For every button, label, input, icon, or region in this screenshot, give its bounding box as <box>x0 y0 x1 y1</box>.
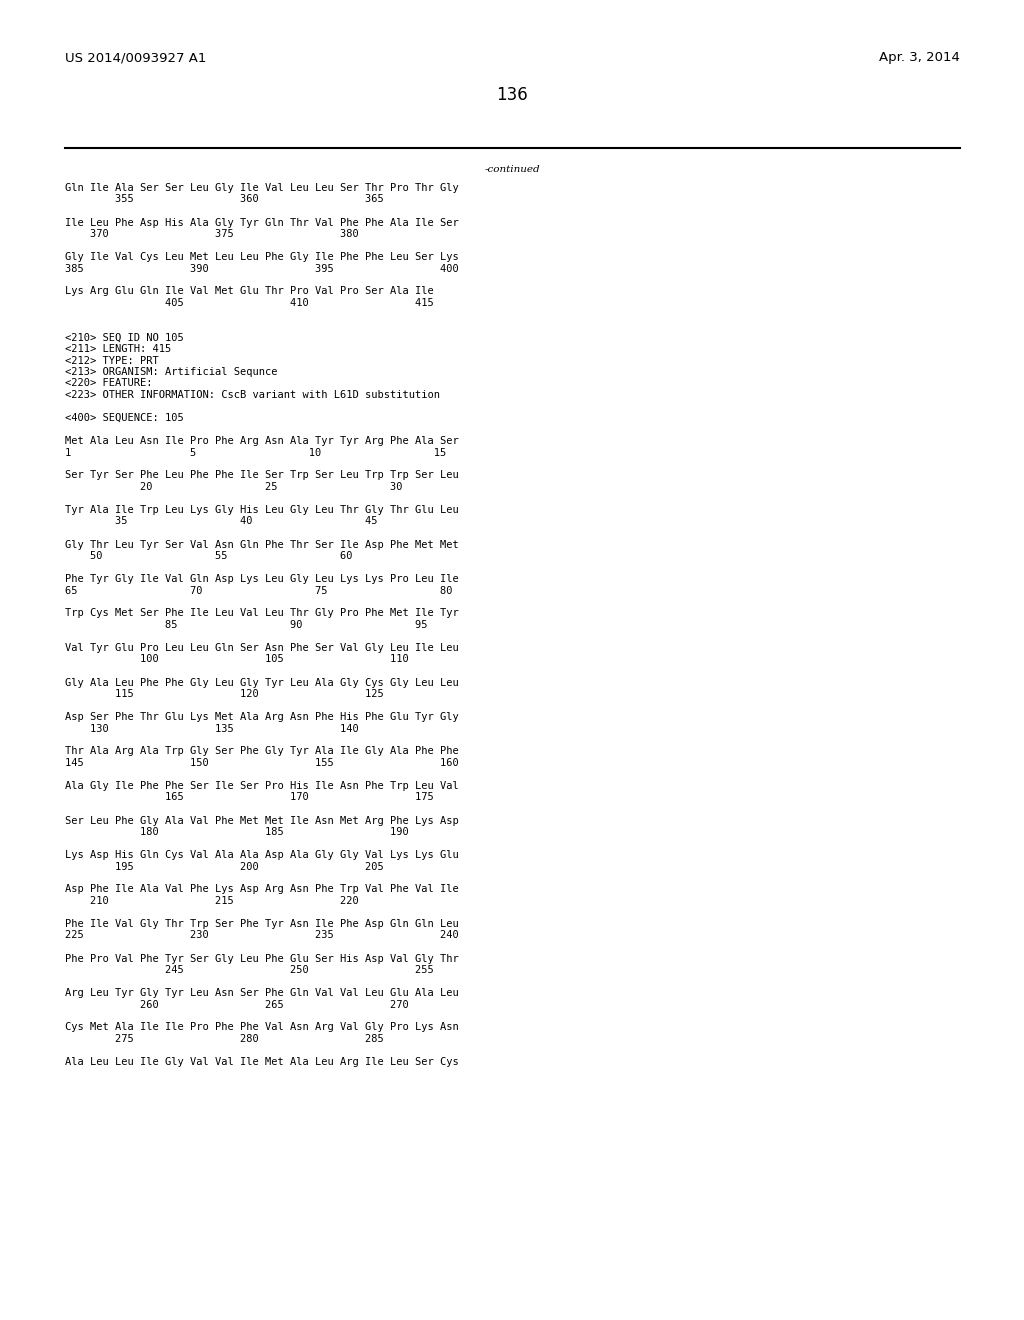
Text: 145                 150                 155                 160: 145 150 155 160 <box>65 758 459 768</box>
Text: <223> OTHER INFORMATION: CscB variant with L61D substitution: <223> OTHER INFORMATION: CscB variant wi… <box>65 389 440 400</box>
Text: Ala Gly Ile Phe Phe Ser Ile Ser Pro His Ile Asn Phe Trp Leu Val: Ala Gly Ile Phe Phe Ser Ile Ser Pro His … <box>65 781 459 791</box>
Text: Arg Leu Tyr Gly Tyr Leu Asn Ser Phe Gln Val Val Leu Glu Ala Leu: Arg Leu Tyr Gly Tyr Leu Asn Ser Phe Gln … <box>65 987 459 998</box>
Text: 245                 250                 255: 245 250 255 <box>65 965 434 975</box>
Text: 35                  40                  45: 35 40 45 <box>65 516 378 527</box>
Text: Gly Ala Leu Phe Phe Gly Leu Gly Tyr Leu Ala Gly Cys Gly Leu Leu: Gly Ala Leu Phe Phe Gly Leu Gly Tyr Leu … <box>65 677 459 688</box>
Text: 165                 170                 175: 165 170 175 <box>65 792 434 803</box>
Text: Asp Phe Ile Ala Val Phe Lys Asp Arg Asn Phe Trp Val Phe Val Ile: Asp Phe Ile Ala Val Phe Lys Asp Arg Asn … <box>65 884 459 895</box>
Text: <210> SEQ ID NO 105: <210> SEQ ID NO 105 <box>65 333 183 342</box>
Text: 370                 375                 380: 370 375 380 <box>65 228 358 239</box>
Text: -continued: -continued <box>484 165 540 174</box>
Text: <213> ORGANISM: Artificial Sequnce: <213> ORGANISM: Artificial Sequnce <box>65 367 278 378</box>
Text: 210                 215                 220: 210 215 220 <box>65 896 358 906</box>
Text: 180                 185                 190: 180 185 190 <box>65 828 409 837</box>
Text: 195                 200                 205: 195 200 205 <box>65 862 384 871</box>
Text: 405                 410                 415: 405 410 415 <box>65 298 434 308</box>
Text: 355                 360                 365: 355 360 365 <box>65 194 384 205</box>
Text: 115                 120                 125: 115 120 125 <box>65 689 384 700</box>
Text: 130                 135                 140: 130 135 140 <box>65 723 358 734</box>
Text: Apr. 3, 2014: Apr. 3, 2014 <box>880 51 961 65</box>
Text: 260                 265                 270: 260 265 270 <box>65 999 409 1010</box>
Text: <212> TYPE: PRT: <212> TYPE: PRT <box>65 355 159 366</box>
Text: Ala Leu Leu Ile Gly Val Val Ile Met Ala Leu Arg Ile Leu Ser Cys: Ala Leu Leu Ile Gly Val Val Ile Met Ala … <box>65 1057 459 1067</box>
Text: Tyr Ala Ile Trp Leu Lys Gly His Leu Gly Leu Thr Gly Thr Glu Leu: Tyr Ala Ile Trp Leu Lys Gly His Leu Gly … <box>65 506 459 515</box>
Text: 50                  55                  60: 50 55 60 <box>65 550 352 561</box>
Text: US 2014/0093927 A1: US 2014/0093927 A1 <box>65 51 207 65</box>
Text: Met Ala Leu Asn Ile Pro Phe Arg Asn Ala Tyr Tyr Arg Phe Ala Ser: Met Ala Leu Asn Ile Pro Phe Arg Asn Ala … <box>65 436 459 446</box>
Text: Gly Thr Leu Tyr Ser Val Asn Gln Phe Thr Ser Ile Asp Phe Met Met: Gly Thr Leu Tyr Ser Val Asn Gln Phe Thr … <box>65 540 459 549</box>
Text: Phe Tyr Gly Ile Val Gln Asp Lys Leu Gly Leu Lys Lys Pro Leu Ile: Phe Tyr Gly Ile Val Gln Asp Lys Leu Gly … <box>65 574 459 583</box>
Text: Ile Leu Phe Asp His Ala Gly Tyr Gln Thr Val Phe Phe Ala Ile Ser: Ile Leu Phe Asp His Ala Gly Tyr Gln Thr … <box>65 218 459 227</box>
Text: 385                 390                 395                 400: 385 390 395 400 <box>65 264 459 273</box>
Text: Lys Arg Glu Gln Ile Val Met Glu Thr Pro Val Pro Ser Ala Ile: Lys Arg Glu Gln Ile Val Met Glu Thr Pro … <box>65 286 434 297</box>
Text: Val Tyr Glu Pro Leu Leu Gln Ser Asn Phe Ser Val Gly Leu Ile Leu: Val Tyr Glu Pro Leu Leu Gln Ser Asn Phe … <box>65 643 459 653</box>
Text: 85                  90                  95: 85 90 95 <box>65 620 427 630</box>
Text: Gly Ile Val Cys Leu Met Leu Leu Phe Gly Ile Phe Phe Leu Ser Lys: Gly Ile Val Cys Leu Met Leu Leu Phe Gly … <box>65 252 459 261</box>
Text: Ser Leu Phe Gly Ala Val Phe Met Met Ile Asn Met Arg Phe Lys Asp: Ser Leu Phe Gly Ala Val Phe Met Met Ile … <box>65 816 459 825</box>
Text: Phe Pro Val Phe Tyr Ser Gly Leu Phe Glu Ser His Asp Val Gly Thr: Phe Pro Val Phe Tyr Ser Gly Leu Phe Glu … <box>65 953 459 964</box>
Text: Trp Cys Met Ser Phe Ile Leu Val Leu Thr Gly Pro Phe Met Ile Tyr: Trp Cys Met Ser Phe Ile Leu Val Leu Thr … <box>65 609 459 619</box>
Text: 136: 136 <box>496 86 528 104</box>
Text: 225                 230                 235                 240: 225 230 235 240 <box>65 931 459 940</box>
Text: 1                   5                  10                  15: 1 5 10 15 <box>65 447 446 458</box>
Text: 65                  70                  75                  80: 65 70 75 80 <box>65 586 453 595</box>
Text: Thr Ala Arg Ala Trp Gly Ser Phe Gly Tyr Ala Ile Gly Ala Phe Phe: Thr Ala Arg Ala Trp Gly Ser Phe Gly Tyr … <box>65 747 459 756</box>
Text: 20                  25                  30: 20 25 30 <box>65 482 402 492</box>
Text: <211> LENGTH: 415: <211> LENGTH: 415 <box>65 345 171 354</box>
Text: Cys Met Ala Ile Ile Pro Phe Phe Val Asn Arg Val Gly Pro Lys Asn: Cys Met Ala Ile Ile Pro Phe Phe Val Asn … <box>65 1023 459 1032</box>
Text: Phe Ile Val Gly Thr Trp Ser Phe Tyr Asn Ile Phe Asp Gln Gln Leu: Phe Ile Val Gly Thr Trp Ser Phe Tyr Asn … <box>65 919 459 929</box>
Text: 275                 280                 285: 275 280 285 <box>65 1034 384 1044</box>
Text: Lys Asp His Gln Cys Val Ala Ala Asp Ala Gly Gly Val Lys Lys Glu: Lys Asp His Gln Cys Val Ala Ala Asp Ala … <box>65 850 459 861</box>
Text: <400> SEQUENCE: 105: <400> SEQUENCE: 105 <box>65 413 183 422</box>
Text: Ser Tyr Ser Phe Leu Phe Phe Ile Ser Trp Ser Leu Trp Trp Ser Leu: Ser Tyr Ser Phe Leu Phe Phe Ile Ser Trp … <box>65 470 459 480</box>
Text: Gln Ile Ala Ser Ser Leu Gly Ile Val Leu Leu Ser Thr Pro Thr Gly: Gln Ile Ala Ser Ser Leu Gly Ile Val Leu … <box>65 183 459 193</box>
Text: <220> FEATURE:: <220> FEATURE: <box>65 379 153 388</box>
Text: 100                 105                 110: 100 105 110 <box>65 655 409 664</box>
Text: Asp Ser Phe Thr Glu Lys Met Ala Arg Asn Phe His Phe Glu Tyr Gly: Asp Ser Phe Thr Glu Lys Met Ala Arg Asn … <box>65 711 459 722</box>
